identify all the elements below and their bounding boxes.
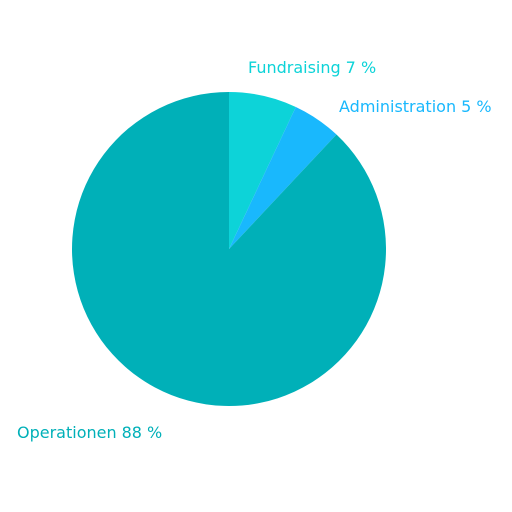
slice-value: 88 % [122,423,163,442]
slice-name: Fundraising [248,58,341,77]
pie-slice [229,106,337,249]
slice-name: Administration [339,97,456,116]
slice-name: Operationen [17,423,117,442]
pie-slice [229,92,296,249]
slice-label: Operationen 88 % [17,423,162,442]
slice-value: 5 % [461,97,491,116]
pie-slice [72,92,387,406]
slice-label: Administration 5 % [339,97,492,116]
slice-value: 7 % [346,58,376,77]
slice-label: Fundraising 7 % [248,58,376,77]
